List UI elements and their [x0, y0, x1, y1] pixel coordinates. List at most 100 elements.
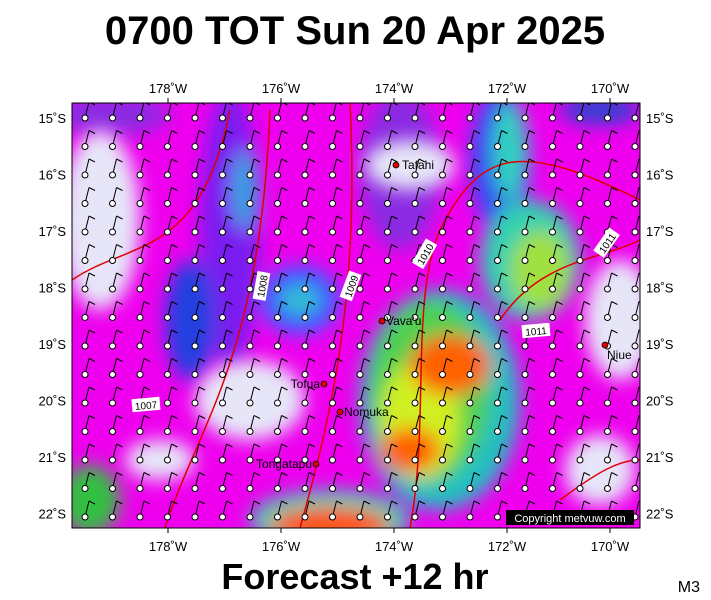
wind-barb: [88, 215, 96, 220]
wind-barb: [391, 244, 398, 248]
wind-barb: [446, 386, 453, 391]
wind-barb: [198, 500, 206, 505]
station: [81, 371, 89, 378]
station: [301, 314, 309, 321]
wind-barb: [418, 500, 426, 505]
wind-barb: [116, 358, 123, 362]
station: [164, 171, 171, 179]
station: [191, 342, 199, 350]
wind-barb: [363, 301, 371, 305]
station: [164, 314, 171, 321]
station: [136, 428, 144, 435]
station: [164, 285, 171, 293]
wind-barb: [363, 215, 371, 220]
station: [384, 513, 391, 521]
station: [109, 342, 116, 350]
wind-barb: [171, 329, 178, 334]
wind-barb: [556, 500, 563, 505]
station: [494, 200, 501, 207]
lat-label-right: 20˚S: [646, 394, 674, 409]
wind-barb: [171, 386, 178, 391]
station: [576, 228, 584, 236]
wind-barb: [116, 301, 123, 305]
wind-barb: [473, 500, 481, 505]
wind-barb: [253, 443, 261, 448]
station: [274, 399, 281, 407]
wind-barb: [446, 130, 453, 134]
wind-barb: [198, 301, 206, 305]
wind-barb: [88, 443, 96, 448]
station: [549, 342, 556, 350]
wind-barb: [226, 386, 233, 391]
station: [219, 342, 226, 350]
model-code: M3: [678, 579, 700, 596]
station: [81, 399, 89, 407]
station: [466, 428, 474, 435]
wind-barb: [143, 272, 151, 277]
station: [219, 428, 226, 435]
station: [356, 513, 364, 521]
station: [384, 285, 391, 293]
wind-barb: [308, 500, 316, 505]
wind-barb: [88, 329, 96, 334]
station: [494, 171, 501, 179]
wind-barb: [198, 187, 206, 191]
wind-barb: [528, 415, 536, 419]
wind-barb: [473, 301, 481, 305]
station: [521, 143, 529, 150]
lon-label-top: 172˚W: [488, 81, 527, 96]
wind-barb: [336, 358, 343, 362]
wind-barb: [363, 187, 371, 191]
wind-barb: [281, 244, 288, 248]
wind-barb: [336, 272, 343, 277]
wind-barb: [446, 358, 453, 362]
wind-barb: [336, 443, 343, 448]
wind-barb: [226, 272, 233, 277]
wind-barb: [528, 272, 536, 277]
station: [604, 171, 611, 179]
station: [411, 314, 419, 321]
place-label: Tofua: [291, 377, 321, 391]
lat-label-right: 22˚S: [646, 507, 674, 522]
wind-barb: [391, 329, 398, 334]
station: [466, 114, 474, 122]
wind-barb: [226, 358, 233, 362]
isobar-label-group: 1008: [252, 270, 271, 301]
station: [521, 485, 529, 492]
station: [191, 143, 199, 150]
wind-barb: [501, 130, 508, 134]
wind-barb: [391, 358, 398, 362]
station: [549, 114, 556, 122]
station: [604, 485, 611, 492]
wind-barb: [308, 415, 316, 419]
wind-barb: [198, 472, 206, 476]
station: [411, 399, 419, 407]
wind-barb: [583, 301, 591, 305]
station: [411, 228, 419, 236]
station: [521, 314, 529, 321]
wind-barb: [88, 130, 96, 134]
isobar-label-group: 1007: [131, 396, 161, 413]
station: [246, 342, 254, 350]
station: [494, 342, 501, 350]
wind-barb: [473, 158, 481, 163]
wind-barb: [336, 301, 343, 305]
wind-barb: [116, 329, 123, 334]
station: [411, 285, 419, 293]
wind-barb: [88, 301, 96, 305]
station: [384, 257, 391, 264]
station: [549, 143, 556, 150]
wind-barb: [528, 472, 536, 476]
station: [164, 143, 171, 150]
wind-barb: [253, 500, 261, 505]
station: [439, 456, 446, 464]
station: [384, 428, 391, 435]
wind-barb: [556, 443, 563, 448]
wind-barb: [336, 329, 343, 334]
wind-barb: [556, 301, 563, 305]
wind-barb: [171, 415, 178, 419]
station: [494, 285, 501, 293]
station: [466, 285, 474, 293]
wind-barb: [171, 358, 178, 362]
place-marker: [336, 408, 344, 416]
